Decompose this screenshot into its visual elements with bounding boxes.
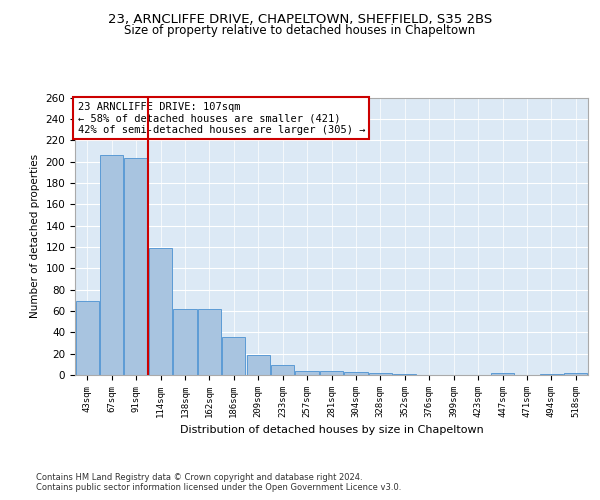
- Bar: [100, 155, 123, 375]
- Bar: [320, 370, 343, 375]
- Text: 23 ARNCLIFFE DRIVE: 107sqm
← 58% of detached houses are smaller (421)
42% of sem: 23 ARNCLIFFE DRIVE: 107sqm ← 58% of deta…: [77, 102, 365, 135]
- Bar: [222, 336, 245, 375]
- Bar: [564, 373, 587, 375]
- Bar: [149, 248, 172, 375]
- Bar: [393, 374, 416, 375]
- Bar: [124, 158, 148, 375]
- Bar: [491, 373, 514, 375]
- X-axis label: Distribution of detached houses by size in Chapeltown: Distribution of detached houses by size …: [179, 426, 484, 436]
- Bar: [76, 302, 99, 375]
- Text: 23, ARNCLIFFE DRIVE, CHAPELTOWN, SHEFFIELD, S35 2BS: 23, ARNCLIFFE DRIVE, CHAPELTOWN, SHEFFIE…: [108, 12, 492, 26]
- Bar: [344, 372, 368, 375]
- Bar: [198, 309, 221, 375]
- Text: Size of property relative to detached houses in Chapeltown: Size of property relative to detached ho…: [124, 24, 476, 37]
- Text: Contains HM Land Registry data © Crown copyright and database right 2024.: Contains HM Land Registry data © Crown c…: [36, 472, 362, 482]
- Bar: [247, 354, 270, 375]
- Bar: [540, 374, 563, 375]
- Bar: [173, 309, 197, 375]
- Bar: [271, 366, 294, 375]
- Text: Contains public sector information licensed under the Open Government Licence v3: Contains public sector information licen…: [36, 484, 401, 492]
- Bar: [295, 370, 319, 375]
- Bar: [369, 373, 392, 375]
- Y-axis label: Number of detached properties: Number of detached properties: [30, 154, 40, 318]
